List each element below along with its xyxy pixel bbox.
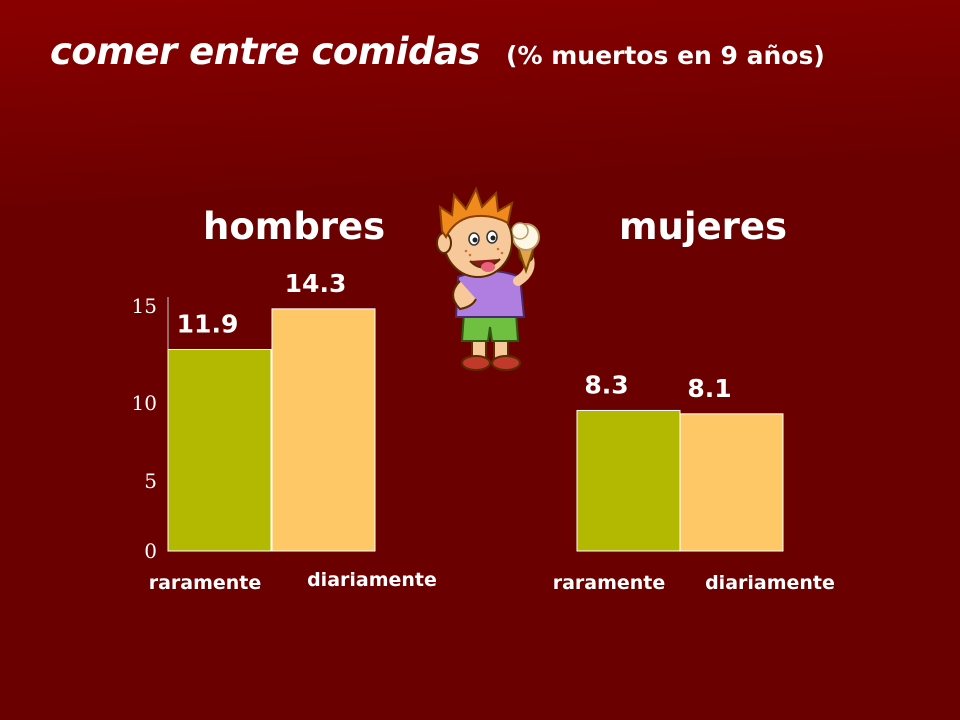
x-category-label: diariamente (705, 572, 835, 594)
data-label: 8.1 (687, 374, 731, 403)
y-tick-label: 10 (132, 391, 157, 415)
data-label: 11.9 (177, 309, 239, 338)
data-label: 8.3 (584, 370, 628, 399)
y-tick-label: 5 (144, 469, 157, 493)
data-label: 14.3 (285, 269, 347, 298)
boy-eating-ice-cream-icon (436, 186, 540, 371)
group-label-mujeres: mujeres (619, 205, 788, 248)
y-tick-label: 15 (132, 294, 157, 318)
bar-raramente (167, 348, 272, 552)
chart-title: comer entre comidas (50, 30, 481, 73)
x-category-label: diariamente (307, 569, 437, 591)
group-label-hombres: hombres (203, 205, 386, 248)
bar-diariamente (271, 308, 376, 552)
bar-raramente (576, 409, 681, 552)
chart-subtitle: (% muertos en 9 años) (506, 41, 825, 70)
slide-title: comer entre comidas (% muertos en 9 años) (50, 30, 825, 73)
x-category-label: raramente (149, 572, 262, 594)
y-tick-label: 0 (144, 539, 157, 563)
bar-diariamente (679, 413, 784, 552)
x-category-label: raramente (553, 572, 666, 594)
